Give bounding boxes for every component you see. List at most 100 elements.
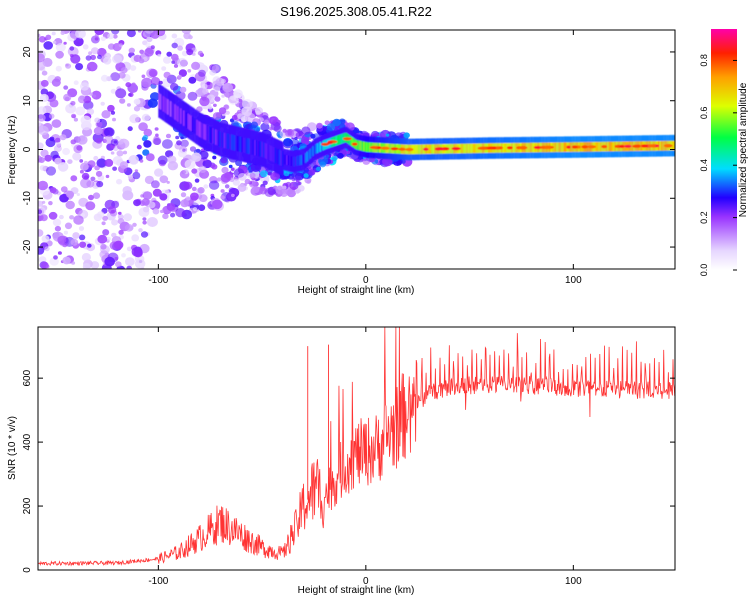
spectrogram-cell [212,199,223,210]
spectrogram-cell [100,101,105,106]
spectrogram-ridge-core [252,139,255,155]
spectrogram-ridge-core [213,128,216,145]
spectrogram-cell [174,13,183,21]
spectrogram-cell [148,5,151,8]
spectrogram-cell [138,228,143,233]
spectrogram-cell [126,246,132,252]
spectrogram-cell [187,69,192,73]
spectrogram-cell [49,273,54,277]
spectrogram-ridge-core [464,143,467,154]
spectrogram-cell [90,261,100,269]
colorbar-gradient [711,29,737,270]
spectrogram-ridge-core [358,140,361,151]
spectrogram-cell [139,49,145,54]
spectrogram-cell [118,211,122,215]
spectrogram-cell [201,83,208,90]
spectrogram-cell [87,160,96,168]
spectrogram-cell [297,181,302,186]
spectrogram-cell [52,218,62,227]
spectrogram-cell [45,166,57,176]
spectrogram-cell [310,133,316,139]
spectrogram-ridge-core [271,146,274,162]
spectrogram-cell [142,220,147,225]
spectrogram-cell [176,140,182,146]
spectrogram-cell [185,196,191,201]
spectrogram-cell [160,209,164,214]
spectrogram-cell [131,86,138,93]
spectrogram-cell [157,53,161,57]
spectrogram-ridge-core [292,156,294,167]
spectrogram-peak [640,144,648,148]
spectrogram-cell [38,215,42,220]
spectrogram-x-tick-label: 0 [363,275,369,286]
spectrogram-ridge-core [246,138,249,154]
spectrogram-ridge-core [248,138,250,154]
spectrogram-cell [112,166,117,171]
spectrogram-cell [137,30,142,33]
spectrogram-cell [221,94,225,98]
spectrogram-cell [285,188,294,196]
spectrogram-cell [100,74,109,82]
spectrogram-ridge-core [175,105,178,121]
spectrogram-cell [69,46,75,51]
spectrogram-ridge-core [194,118,197,134]
spectrogram-cell [127,93,132,97]
spectrogram-ridge-core [270,145,272,161]
snr-marks [38,327,675,567]
spectrogram-cell [316,166,321,172]
spectrogram-cell [112,117,116,122]
spectrogram-cell [86,180,95,188]
spectrogram-cell [73,117,78,122]
spectrogram-cell [82,263,91,269]
spectrogram-ridge-core [530,142,532,153]
spectrogram-cell [104,256,115,267]
spectrogram-cell [107,206,117,214]
spectrogram-ridge-core [217,130,220,147]
spectrogram-peak [581,145,589,149]
spectrogram-cell [62,242,68,248]
spectrogram-cell [152,188,162,197]
spectrogram-ridge-core [367,142,370,152]
spectrogram-cell [110,72,121,82]
spectrogram-cell [177,74,182,79]
spectrogram-cell [138,207,150,218]
spectrogram-cell [242,99,253,109]
snr-series-line [38,327,675,567]
spectrogram-cell [144,47,154,57]
spectrogram-cell [45,34,52,40]
spectrogram-cell [346,150,351,155]
spectrogram-ridge-core [659,141,661,151]
spectrogram-ridge-core [450,143,452,154]
spectrogram-ridge-core [528,142,531,153]
spectrogram-ridge-core [321,141,323,152]
spectrogram-cell [232,178,240,186]
spectrogram-cell [180,192,187,198]
spectrogram-cell [100,243,107,250]
spectrogram-cell [141,113,151,122]
spectrogram-cell [65,200,75,210]
spectrogram-ridge-core [167,99,169,115]
spectrogram-cell [108,21,113,26]
spectrogram-peak [351,142,358,146]
spectrogram-cell [188,76,197,84]
spectrogram-cell [122,186,132,195]
colorbar-tick-label: 0.2 [699,211,709,224]
spectrogram-cell [124,223,134,232]
spectrogram-cell [86,21,92,26]
spectrogram-cell [150,30,160,39]
spectrogram-cell [78,234,86,241]
spectrogram-ridge-core [178,107,181,123]
spectrogram-ridge-core [432,144,435,154]
spectrogram-ridge-core [209,126,211,143]
spectrogram-peak [477,146,488,150]
spectrogram-cell [182,148,186,152]
spectrogram-cell [98,272,103,276]
spectrogram-cell [177,57,188,68]
snr-y-tick-label: 0 [22,567,33,573]
spectrogram-cell [79,241,87,248]
spectrogram-ridge-core [183,110,185,126]
spectrogram-ridge-core [302,154,304,165]
spectrogram-cell [126,103,131,107]
spectrogram-cell [75,63,84,71]
spectrogram-ridge-core [318,142,320,153]
